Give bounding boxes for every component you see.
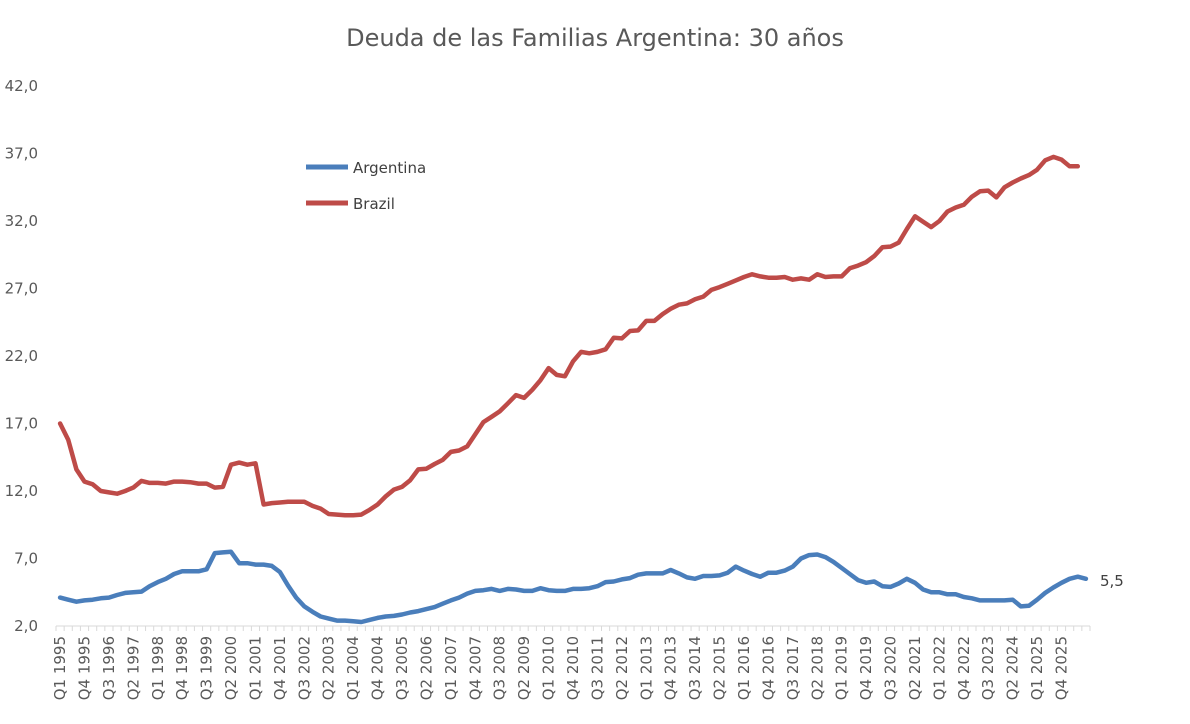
x-tick-label: Q4 1998 (173, 636, 191, 700)
x-tick-label: Q1 2007 (442, 636, 460, 700)
x-tick-label: Q3 2020 (882, 636, 900, 700)
series-layer (57, 154, 1089, 625)
x-tick-label: Q3 2008 (491, 636, 509, 700)
x-tick-label: Q4 2016 (759, 636, 777, 700)
x-tick-label: Q4 1995 (75, 636, 93, 700)
x-tick-label: Q4 2004 (369, 636, 387, 700)
y-tick-label: 27,0 (5, 280, 38, 298)
chart-title: Deuda de las Familias Argentina: 30 años (346, 24, 844, 52)
x-tick-label: Q4 2022 (955, 636, 973, 700)
x-tick-label: Q1 2022 (930, 636, 948, 700)
x-tick-label: Q2 2006 (417, 636, 435, 700)
x-tick-label: Q2 2000 (222, 636, 240, 700)
x-tick-label: Q2 2015 (711, 636, 729, 700)
y-tick-label: 2,0 (14, 617, 38, 635)
x-tick-label: Q1 1995 (51, 636, 69, 700)
y-axis: 42,0 37,0 32,0 27,0 22,0 17,0 12,0 7,0 2,0 (5, 77, 38, 635)
series-line-brazil (57, 154, 1081, 518)
y-tick-label: 22,0 (5, 347, 38, 365)
x-tick-label: Q1 1998 (149, 636, 167, 700)
x-tick-label: Q3 1996 (100, 636, 118, 700)
series-line-argentina (57, 549, 1089, 625)
x-tick-label: Q4 2010 (564, 636, 582, 700)
x-tick-label: Q3 2023 (979, 636, 997, 700)
x-tick-label: Q2 1997 (124, 636, 142, 700)
x-tick-label: Q2 2012 (613, 636, 631, 700)
x-tick-label: Q2 2009 (515, 636, 533, 700)
y-tick-label: 17,0 (5, 415, 38, 433)
y-tick-label: 42,0 (5, 77, 38, 95)
x-tick-label: Q2 2003 (320, 636, 338, 700)
x-tick-label: Q2 2021 (906, 636, 924, 700)
x-tick-label: Q4 2025 (1053, 636, 1071, 700)
x-tick-label: Q1 2004 (344, 636, 362, 700)
x-tick-label: Q1 2016 (735, 636, 753, 700)
x-tick-label: Q3 2017 (784, 636, 802, 700)
x-tick-label: Q3 1999 (198, 636, 216, 700)
y-tick-label: 32,0 (5, 212, 38, 230)
x-tick-label: Q2 2024 (1004, 636, 1022, 700)
legend-label-brazil: Brazil (353, 195, 395, 213)
x-tick-label: Q4 2013 (662, 636, 680, 700)
x-tick-label: Q4 2001 (271, 636, 289, 700)
y-tick-label: 7,0 (14, 550, 38, 568)
x-tick-label: Q1 2019 (833, 636, 851, 700)
y-tick-label: 37,0 (5, 145, 38, 163)
x-tick-label: Q1 2010 (540, 636, 558, 700)
legend: Argentina Brazil (306, 159, 426, 213)
x-tick-label: Q2 2018 (808, 636, 826, 700)
x-tick-label: Q3 2014 (686, 636, 704, 700)
x-tick-label: Q1 2001 (246, 636, 264, 700)
x-axis-ticks (55, 626, 1091, 631)
x-tick-label: Q4 2019 (857, 636, 875, 700)
x-tick-label: Q1 2025 (1028, 636, 1046, 700)
end-value-label: 5,5 (1100, 572, 1124, 590)
x-axis: Q1 1995 Q4 1995 Q3 1996 Q2 1997 Q1 1998 Q4 19… (51, 636, 1070, 700)
x-tick-label: Q3 2011 (588, 636, 606, 700)
x-tick-label: Q1 2013 (637, 636, 655, 700)
x-tick-label: Q3 2002 (295, 636, 313, 700)
legend-label-argentina: Argentina (353, 159, 426, 177)
x-tick-label: Q3 2005 (393, 636, 411, 700)
x-tick-label: Q4 2007 (466, 636, 484, 700)
y-tick-label: 12,0 (5, 482, 38, 500)
